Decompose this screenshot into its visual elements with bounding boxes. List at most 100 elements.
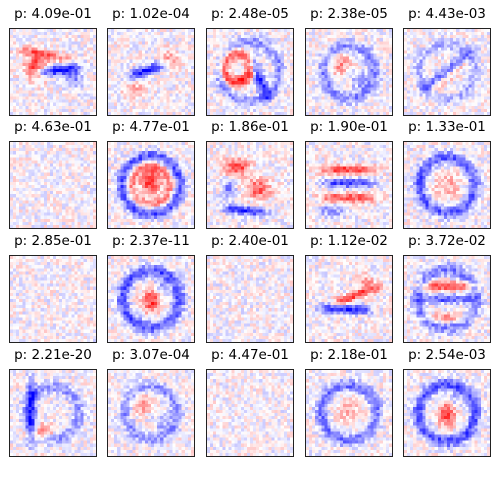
heatmap-cell bbox=[71, 163, 75, 167]
heatmap-cell bbox=[181, 78, 185, 82]
heatmap-cell bbox=[114, 35, 118, 39]
heatmap-cell bbox=[56, 53, 60, 57]
heatmap-cell bbox=[13, 102, 17, 106]
heatmap-cell bbox=[333, 44, 337, 48]
heatmap-cell bbox=[108, 72, 112, 76]
heatmap-cell bbox=[31, 178, 35, 182]
heatmap-cell bbox=[172, 154, 176, 158]
heatmap-cell bbox=[225, 68, 229, 72]
heatmap-cell bbox=[253, 96, 257, 100]
heatmap-cell bbox=[262, 35, 266, 39]
heatmap-cell bbox=[59, 203, 63, 207]
heatmap-cell bbox=[77, 178, 81, 182]
heatmap-cell bbox=[71, 105, 75, 109]
heatmap-cell bbox=[25, 188, 29, 192]
heatmap-cell bbox=[413, 105, 417, 109]
heatmap-cell bbox=[259, 65, 263, 69]
heatmap-cell bbox=[31, 163, 35, 167]
heatmap-cell bbox=[404, 50, 408, 54]
heatmap-cell bbox=[367, 47, 371, 51]
heatmap-cell bbox=[31, 41, 35, 45]
heatmap-cell bbox=[434, 38, 438, 42]
heatmap-cell bbox=[138, 62, 142, 66]
heatmap-cell bbox=[373, 84, 377, 88]
heatmap-cell bbox=[37, 221, 41, 225]
heatmap-cell bbox=[62, 108, 66, 112]
heatmap-cell bbox=[262, 50, 266, 54]
heatmap-cell bbox=[477, 38, 481, 42]
heatmap-cell bbox=[160, 56, 164, 60]
heatmap-cell bbox=[129, 59, 133, 63]
heatmap-cell bbox=[141, 111, 145, 115]
heatmap-cell bbox=[443, 56, 447, 60]
heatmap-cell bbox=[187, 148, 191, 152]
heatmap-cell bbox=[286, 44, 290, 48]
heatmap-cell bbox=[80, 65, 84, 69]
heatmap-cell bbox=[373, 59, 377, 63]
heatmap-cell bbox=[34, 224, 38, 228]
heatmap-cell bbox=[59, 197, 63, 201]
heatmap-cell bbox=[271, 75, 275, 79]
heatmap-cell bbox=[117, 84, 121, 88]
heatmap-cell bbox=[440, 111, 444, 115]
heatmap-cell bbox=[324, 75, 328, 79]
heatmap-cell bbox=[71, 175, 75, 179]
heatmap-cell bbox=[92, 99, 96, 103]
heatmap-cell bbox=[315, 102, 319, 106]
heatmap-cell bbox=[253, 38, 257, 42]
heatmap-cell bbox=[352, 53, 356, 57]
heatmap-cell bbox=[228, 96, 232, 100]
heatmap-cell bbox=[355, 38, 359, 42]
heatmap-cell bbox=[246, 56, 250, 60]
heatmap-cell bbox=[471, 50, 475, 54]
heatmap-cell bbox=[388, 32, 392, 36]
heatmap-cell bbox=[10, 53, 14, 57]
heatmap-cell bbox=[480, 44, 484, 48]
heatmap-cell bbox=[486, 78, 490, 82]
heatmap-cell bbox=[434, 72, 438, 76]
heatmap-cell bbox=[129, 151, 133, 155]
heatmap-cell bbox=[382, 93, 386, 97]
heatmap-cell bbox=[440, 81, 444, 85]
heatmap-cell bbox=[213, 41, 217, 45]
heatmap-cell bbox=[456, 72, 460, 76]
heatmap-cell bbox=[228, 68, 232, 72]
heatmap-cell bbox=[25, 62, 29, 66]
heatmap-cell bbox=[367, 102, 371, 106]
heatmap-cell bbox=[132, 90, 136, 94]
heatmap-cell bbox=[225, 111, 229, 115]
heatmap-cell bbox=[19, 169, 23, 173]
heatmap-cell bbox=[157, 44, 161, 48]
heatmap-cell bbox=[19, 163, 23, 167]
heatmap-cell bbox=[352, 47, 356, 51]
heatmap-cell bbox=[117, 56, 121, 60]
heatmap-cell bbox=[37, 75, 41, 79]
heatmap-cell bbox=[440, 78, 444, 82]
heatmap-cell bbox=[77, 224, 81, 228]
heatmap-cell bbox=[376, 50, 380, 54]
heatmap-cell bbox=[187, 154, 191, 158]
heatmap-cell bbox=[68, 215, 72, 219]
heatmap-cell bbox=[207, 87, 211, 91]
heatmap-cell bbox=[376, 87, 380, 91]
heatmap-cell bbox=[219, 75, 223, 79]
heatmap-cell bbox=[324, 65, 328, 69]
heatmap-cell bbox=[135, 44, 139, 48]
heatmap-cell bbox=[207, 96, 211, 100]
heatmap-cell bbox=[22, 87, 26, 91]
heatmap-cell bbox=[306, 65, 310, 69]
heatmap-cell bbox=[77, 191, 81, 195]
heatmap-cell bbox=[123, 84, 127, 88]
heatmap-cell bbox=[74, 50, 78, 54]
heatmap-cell bbox=[385, 68, 389, 72]
heatmap-cell bbox=[120, 87, 124, 91]
heatmap-cell bbox=[216, 75, 220, 79]
heatmap-cell bbox=[237, 35, 241, 39]
heatmap-cell bbox=[274, 99, 278, 103]
heatmap-cell bbox=[147, 99, 151, 103]
heatmap-cell bbox=[175, 151, 179, 155]
heatmap-cell bbox=[306, 50, 310, 54]
heatmap-cell bbox=[56, 172, 60, 176]
heatmap-cell bbox=[62, 221, 66, 225]
heatmap-cell bbox=[336, 35, 340, 39]
